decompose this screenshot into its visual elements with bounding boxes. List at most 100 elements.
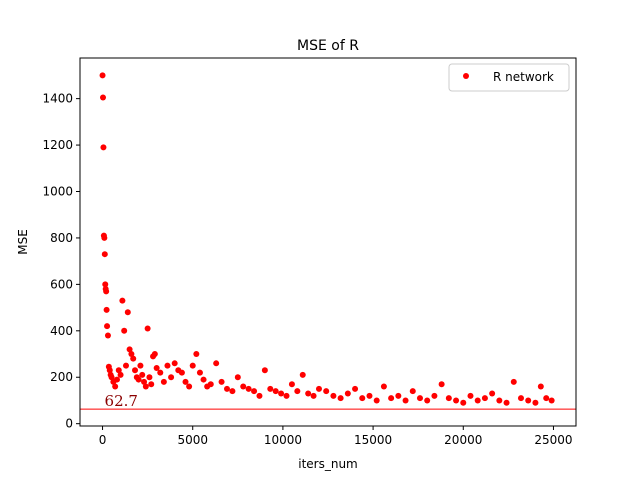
x-axis: 0 5000 10000 15000 20000 25000 bbox=[99, 426, 573, 447]
data-point bbox=[229, 388, 236, 395]
data-point bbox=[503, 399, 510, 406]
data-point bbox=[106, 367, 113, 374]
data-point bbox=[193, 351, 200, 358]
data-point bbox=[359, 395, 366, 402]
data-point bbox=[267, 385, 274, 392]
data-point bbox=[196, 369, 203, 376]
y-tick-label: 1000 bbox=[42, 185, 73, 199]
data-point bbox=[189, 362, 196, 369]
data-point bbox=[323, 388, 330, 395]
data-point bbox=[101, 234, 108, 241]
data-point bbox=[168, 374, 175, 381]
data-point bbox=[146, 374, 153, 381]
data-point bbox=[117, 371, 124, 378]
data-point bbox=[395, 392, 402, 399]
data-point bbox=[288, 381, 295, 388]
data-point bbox=[101, 251, 108, 258]
data-point bbox=[132, 367, 139, 374]
data-point bbox=[115, 367, 122, 374]
data-point bbox=[496, 397, 503, 404]
data-point bbox=[100, 144, 107, 151]
data-point bbox=[171, 360, 178, 367]
data-point bbox=[151, 351, 158, 358]
data-point bbox=[122, 362, 129, 369]
data-point bbox=[337, 395, 344, 402]
data-point bbox=[310, 392, 317, 399]
data-point bbox=[256, 392, 263, 399]
data-point bbox=[103, 288, 110, 295]
data-point bbox=[240, 383, 247, 390]
data-point bbox=[142, 383, 149, 390]
x-tick-label: 15000 bbox=[354, 433, 392, 447]
data-point bbox=[104, 323, 111, 330]
data-point bbox=[121, 327, 128, 334]
data-point bbox=[431, 392, 438, 399]
chart-title: MSE of R bbox=[297, 38, 359, 54]
data-point bbox=[315, 385, 322, 392]
data-point bbox=[366, 392, 373, 399]
data-point bbox=[474, 397, 481, 404]
data-point bbox=[330, 392, 337, 399]
data-point bbox=[186, 383, 193, 390]
data-point bbox=[135, 376, 142, 383]
y-axis-title: MSE bbox=[16, 229, 30, 255]
data-point bbox=[283, 392, 290, 399]
data-point bbox=[113, 376, 120, 383]
reference-line-label: 62.7 bbox=[105, 392, 138, 410]
data-point bbox=[99, 72, 106, 79]
y-tick-label: 1400 bbox=[42, 92, 73, 106]
data-point bbox=[460, 399, 467, 406]
data-point bbox=[388, 395, 395, 402]
data-point bbox=[141, 378, 148, 385]
points-layer bbox=[99, 72, 555, 406]
data-point bbox=[124, 309, 131, 316]
data-point bbox=[213, 360, 220, 367]
y-tick-label: 400 bbox=[50, 324, 73, 338]
data-point bbox=[207, 381, 214, 388]
data-point bbox=[453, 397, 460, 404]
data-point bbox=[373, 397, 380, 404]
legend-box bbox=[448, 63, 570, 92]
data-point bbox=[128, 351, 135, 358]
data-point bbox=[481, 395, 488, 402]
data-point bbox=[160, 378, 167, 385]
data-point bbox=[200, 376, 207, 383]
legend: R network bbox=[448, 63, 570, 92]
data-point bbox=[416, 395, 423, 402]
data-point bbox=[234, 374, 241, 381]
data-point bbox=[251, 388, 258, 395]
legend-label: R network bbox=[493, 70, 554, 84]
data-point bbox=[139, 371, 146, 378]
data-point bbox=[102, 281, 109, 288]
data-point bbox=[182, 378, 189, 385]
data-point bbox=[137, 362, 144, 369]
data-point bbox=[424, 397, 431, 404]
data-point bbox=[103, 306, 110, 313]
data-point bbox=[104, 332, 111, 339]
data-point bbox=[112, 383, 119, 390]
data-point bbox=[543, 395, 550, 402]
data-point bbox=[517, 395, 524, 402]
data-point bbox=[445, 395, 452, 402]
y-axis: 0 200 400 600 800 1000 1200 1400 bbox=[42, 92, 80, 431]
plot-frame bbox=[79, 57, 577, 427]
plot-area: 62.7 bbox=[80, 72, 576, 410]
data-point bbox=[157, 369, 164, 376]
data-point bbox=[532, 399, 539, 406]
data-point bbox=[380, 383, 387, 390]
x-tick-label: 0 bbox=[99, 433, 107, 447]
data-point bbox=[178, 369, 185, 376]
data-point bbox=[223, 385, 230, 392]
data-point bbox=[305, 390, 312, 397]
data-point bbox=[525, 397, 532, 404]
data-point bbox=[278, 390, 285, 397]
data-point bbox=[467, 392, 474, 399]
data-point bbox=[344, 390, 351, 397]
data-point bbox=[164, 362, 171, 369]
data-point bbox=[299, 371, 306, 378]
x-tick-label: 10000 bbox=[264, 433, 302, 447]
y-tick-label: 600 bbox=[50, 277, 73, 291]
data-point bbox=[409, 388, 416, 395]
x-tick-label: 25000 bbox=[534, 433, 572, 447]
